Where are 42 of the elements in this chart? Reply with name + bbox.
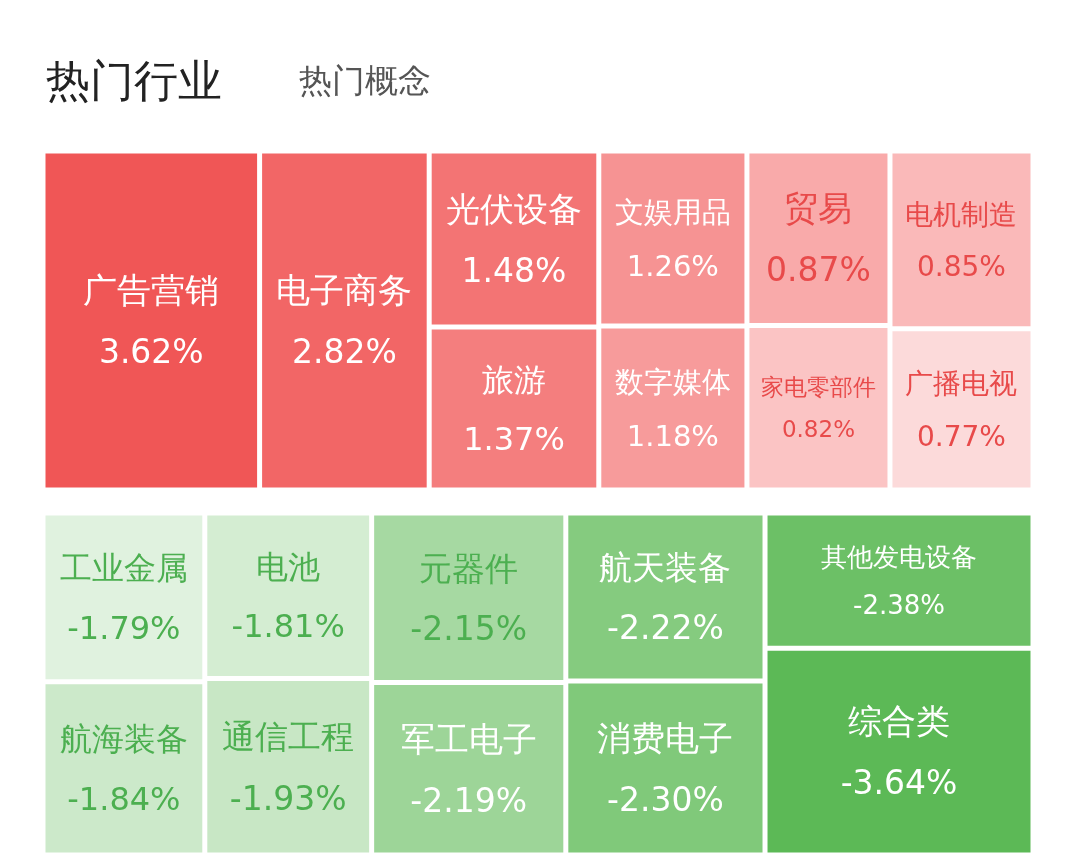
- category-label: 家电零部件: [760, 374, 876, 401]
- category-label: 航海装备: [59, 720, 188, 759]
- data-label: 0.87%: [766, 250, 871, 290]
- data-label: 1.18%: [626, 418, 719, 453]
- category-label: 电子商务: [276, 270, 413, 311]
- category-label: 广告营销: [83, 269, 220, 310]
- category-label: 旅游: [481, 361, 546, 400]
- data-label: -2.15%: [410, 609, 528, 649]
- data-label: -2.19%: [410, 780, 528, 820]
- category-label: 航天装备: [599, 548, 732, 588]
- category-label: 文娱用品: [614, 195, 731, 230]
- text: 热门行业: [45, 55, 222, 106]
- data-label: 0.85%: [917, 250, 1006, 284]
- category-label: 工业金属: [59, 549, 188, 588]
- data-label: -1.79%: [67, 608, 181, 647]
- category-label: 消费电子: [597, 717, 734, 758]
- data-label: 2.82%: [291, 332, 397, 372]
- data-label: -1.81%: [231, 607, 345, 646]
- data-label: -3.64%: [840, 763, 958, 803]
- data-label: 1.26%: [626, 249, 719, 284]
- data-label: 3.62%: [98, 332, 204, 372]
- data-label: -1.93%: [229, 778, 347, 818]
- category-label: 电池: [256, 547, 321, 586]
- category-label: 军工电子: [400, 718, 537, 759]
- data-label: 1.48%: [461, 250, 567, 290]
- data-label: 0.77%: [917, 419, 1006, 453]
- data-label: -2.30%: [607, 779, 724, 819]
- category-label: 其他发电设备: [821, 542, 978, 573]
- category-label: 光伏设备: [445, 188, 582, 229]
- data-label: 0.82%: [781, 416, 855, 443]
- data-label: -2.22%: [607, 608, 724, 648]
- category-label: 综合类: [848, 701, 951, 741]
- data-label: -2.38%: [853, 590, 946, 621]
- category-label: 数字媒体: [614, 364, 731, 399]
- category-label: 电机制造: [905, 197, 1018, 231]
- category-label: 广播电视: [905, 367, 1018, 401]
- text: 热门概念: [298, 61, 431, 100]
- data-label: 1.37%: [463, 419, 565, 458]
- data-label: -1.84%: [67, 779, 181, 818]
- category-label: 贸易: [784, 187, 853, 228]
- category-label: 通信工程: [222, 717, 355, 757]
- category-label: 元器件: [419, 548, 519, 588]
